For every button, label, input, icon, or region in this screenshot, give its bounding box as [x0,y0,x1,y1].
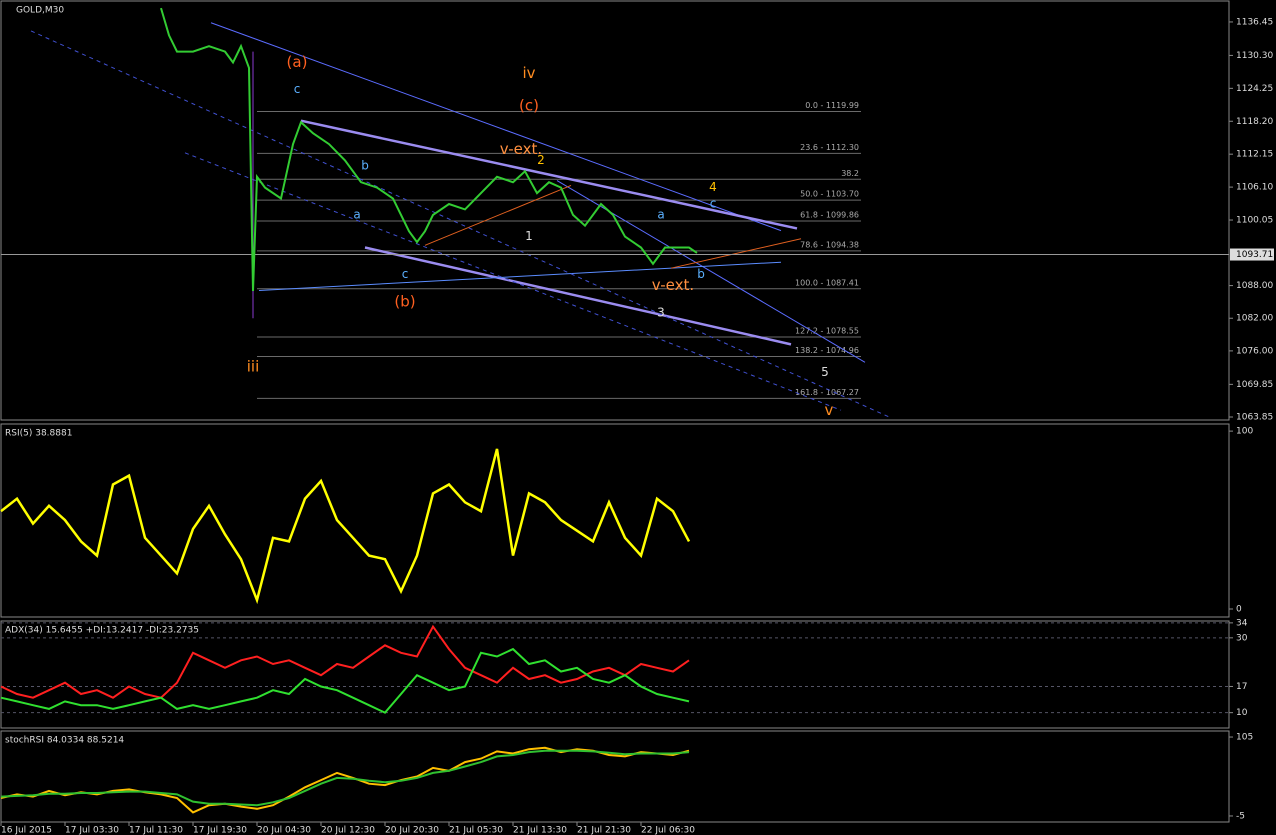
wave-label: c [294,82,301,96]
wave-label: 2 [537,153,545,167]
x-tick-label: 20 Jul 20:30 [385,826,439,835]
y-tick-label: 30 [1236,633,1248,643]
wave-label: (c) [519,97,539,115]
wave-label: v-ext. [500,140,542,158]
series-line [0,749,690,807]
panel-title: stochRSI 84.0334 88.5214 [5,736,124,746]
wave-label: 4 [709,180,717,194]
fib-label: 127.2 - 1078.55 [795,327,859,336]
fib-label: 38.2 [841,169,859,178]
trend-line [670,238,802,269]
trend-line [258,261,782,291]
wave-label: iii [247,358,260,376]
x-tick-label: 20 Jul 12:30 [321,826,375,835]
y-tick-label: 1106.10 [1236,183,1273,193]
y-tick-label: 1082.00 [1236,314,1273,324]
y-tick-label: 1088.00 [1236,281,1273,291]
fib-label: 0.0 - 1119.99 [805,101,859,110]
y-tick-label: 17 [1236,682,1247,692]
panel-title: GOLD,M30 [16,6,64,16]
x-tick-label: 17 Jul 19:30 [193,826,247,835]
series-line [0,647,690,714]
y-tick-label: 0 [1236,604,1242,614]
series-line [160,7,698,292]
x-tick-label: 21 Jul 13:30 [513,826,567,835]
series-line [0,746,690,814]
trend-line [184,152,842,411]
x-tick-label: 20 Jul 04:30 [257,826,311,835]
trend-line [424,185,572,246]
y-tick-label: 1100.05 [1236,216,1273,226]
series-line [0,624,690,699]
trend-line [30,30,892,419]
y-tick-label: 1112.15 [1236,150,1273,160]
wave-label: iv [522,64,535,82]
trend-line [364,246,792,346]
current-price-label: 1093.71 [1236,250,1273,260]
fib-label: 23.6 - 1112.30 [800,143,859,152]
fib-label: 78.6 - 1094.38 [800,240,859,249]
wave-label: a [353,207,360,221]
wave-label: 3 [657,305,665,319]
x-tick-label: 21 Jul 21:30 [577,826,631,835]
wave-label: b [697,267,705,281]
wave-label: (a) [287,53,308,71]
wave-label: 5 [821,365,829,379]
wave-label: b [361,158,369,172]
stoch-panel [0,730,1230,823]
fib-label: 100.0 - 1087.41 [795,278,859,287]
fib-label: 50.0 - 1103.70 [800,190,859,199]
y-tick-label: 105 [1236,733,1253,743]
y-tick-label: 1130.30 [1236,51,1273,61]
wave-label: a [657,207,664,221]
y-tick-label: 1118.20 [1236,117,1273,127]
panel-title: RSI(5) 38.8881 [5,429,72,439]
rsi-panel [0,423,1230,618]
y-tick-label: 1136.45 [1236,17,1273,27]
y-tick-label: 100 [1236,427,1253,437]
trend-line [210,22,782,232]
wave-label: (b) [394,292,415,310]
fib-label: 138.2 - 1074.96 [795,346,859,355]
wave-label: v [825,401,834,419]
wave-label: c [402,267,409,281]
x-tick-label: 22 Jul 06:30 [641,826,695,835]
y-tick-label: 1063.85 [1236,413,1273,423]
main-panel [0,0,1230,421]
x-tick-label: 21 Jul 05:30 [449,826,503,835]
current-price-box [1230,248,1274,261]
wave-label: v-ext. [652,276,694,294]
y-tick-label: 34 [1236,618,1248,628]
y-tick-label: 1076.00 [1236,346,1273,356]
x-tick-label: 16 Jul 2015 [1,826,52,835]
fib-label: 161.8 - 1067.27 [795,388,859,397]
trend-line [300,119,798,230]
y-tick-label: 10 [1236,708,1248,718]
y-tick-label: 1124.25 [1236,84,1273,94]
y-tick-label: -5 [1236,811,1245,821]
y-tick-label: 1069.85 [1236,380,1273,390]
wave-label: 1 [525,229,533,243]
x-tick-label: 17 Jul 03:30 [65,826,119,835]
fib-label: 61.8 - 1099.86 [800,211,859,220]
adx-panel [0,620,1230,729]
x-tick-label: 17 Jul 11:30 [129,826,183,835]
series-line [0,448,691,605]
panel-title: ADX(34) 15.6455 +DI:13.2417 -DI:23.2735 [5,626,199,636]
wave-label: c [710,196,717,210]
